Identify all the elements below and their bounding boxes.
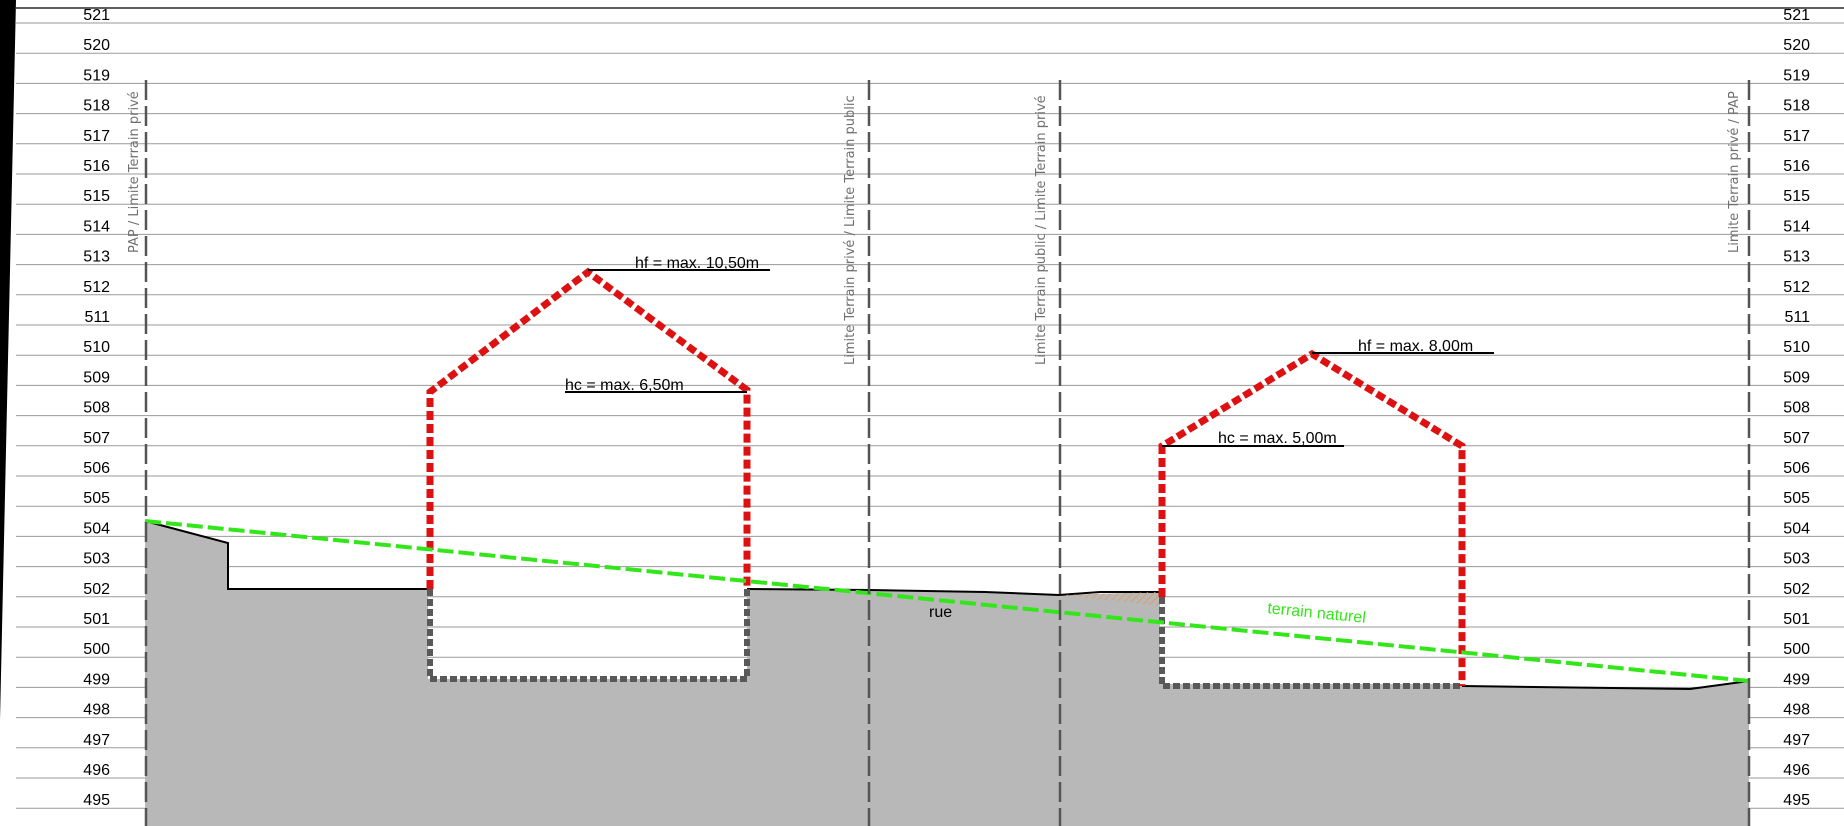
natural-terrain-label: terrain naturel <box>1267 600 1367 627</box>
elevation-label-right: 509 <box>1783 369 1810 386</box>
elevation-label-left: 518 <box>83 98 110 115</box>
elevation-label-right: 512 <box>1783 279 1810 296</box>
hf-label-a: hf = max. 10,50m <box>635 255 759 272</box>
elevation-label-left: 505 <box>83 490 110 507</box>
elevation-label-left: 507 <box>83 430 110 447</box>
elevation-label-right: 496 <box>1783 762 1810 779</box>
basement-outline-a <box>427 589 750 682</box>
elevation-label-right: 504 <box>1783 520 1810 537</box>
hc-label-a: hc = max. 6,50m <box>565 377 684 394</box>
elevation-label-left: 504 <box>83 520 110 537</box>
elevation-label-right: 499 <box>1783 671 1810 688</box>
elevation-label-right: 514 <box>1783 218 1810 235</box>
elevation-label-left: 506 <box>83 460 110 477</box>
limit-label-center-left: Limite Terrain privé / Limite Terrain pu… <box>843 95 858 365</box>
elevation-label-right: 505 <box>1783 490 1810 507</box>
elevation-label-left: 521 <box>83 7 110 24</box>
elevation-label-left: 520 <box>83 37 110 54</box>
elevation-label-left: 503 <box>83 551 110 568</box>
elevation-label-right: 510 <box>1783 339 1810 356</box>
elevation-label-left: 516 <box>83 158 110 175</box>
elevation-label-right: 503 <box>1783 551 1810 568</box>
elevation-label-right: 511 <box>1784 309 1810 326</box>
elevation-label-right: 507 <box>1783 430 1810 447</box>
elevation-label-left: 515 <box>83 188 110 205</box>
elevation-label-right: 520 <box>1783 37 1810 54</box>
existing-ground-line <box>144 520 428 590</box>
natural-terrain-line <box>144 519 1750 683</box>
elevation-label-right: 498 <box>1783 702 1810 719</box>
elevation-label-right: 495 <box>1783 792 1810 809</box>
elevation-label-right: 500 <box>1783 641 1810 658</box>
elevation-label-left: 508 <box>83 400 110 417</box>
elevation-label-left: 496 <box>83 762 110 779</box>
elevation-label-right: 497 <box>1783 732 1810 749</box>
elevation-label-left: 499 <box>83 671 110 688</box>
elevation-label-right: 518 <box>1783 98 1810 115</box>
limit-label-right: Limite Terrain privé / PAP <box>1727 91 1742 253</box>
elevation-label-right: 515 <box>1783 188 1810 205</box>
elevation-label-right: 517 <box>1783 128 1810 145</box>
elevation-scale-right: 521 520 519 518 517 516 515 514 513 512 511 510 509 5… <box>1783 7 1810 809</box>
elevation-label-right: 513 <box>1783 249 1810 266</box>
elevation-label-left: 512 <box>83 279 110 296</box>
existing-ground-line <box>1461 680 1750 691</box>
hc-label-b: hc = max. 5,00m <box>1218 430 1337 447</box>
elevation-label-right: 521 <box>1783 7 1810 24</box>
elevation-label-right: 501 <box>1783 611 1810 628</box>
elevation-label-left: 509 <box>83 369 110 386</box>
elevation-label-right: 516 <box>1783 158 1810 175</box>
ground-fill <box>145 521 1749 826</box>
elevation-scale-left: 521 520 519 518 517 516 515 514 513 512 511 510 509 5… <box>83 7 110 809</box>
building-envelope-a <box>426 267 751 589</box>
elevation-label-left: 497 <box>83 732 110 749</box>
road-label: rue <box>929 604 952 621</box>
limit-label-left: PAP / Limite Terrain privé <box>127 91 142 253</box>
elevation-label-right: 502 <box>1783 581 1810 598</box>
limit-label-center-right: Limite Terrain public / Limite Terrain p… <box>1034 95 1049 365</box>
elevation-label-left: 510 <box>83 339 110 356</box>
elevation-label-left: 514 <box>83 218 110 235</box>
elevation-label-left: 500 <box>83 641 110 658</box>
elevation-label-left: 495 <box>83 792 110 809</box>
elevation-label-left: 498 <box>83 702 110 719</box>
hf-label-b: hf = max. 8,00m <box>1358 338 1473 355</box>
elevation-label-left: 517 <box>83 128 110 145</box>
elevation-label-right: 519 <box>1783 67 1810 84</box>
left-border-strip <box>0 0 16 720</box>
elevation-label-right: 506 <box>1783 460 1810 477</box>
elevation-label-left: 501 <box>83 611 110 628</box>
elevation-label-left: 513 <box>83 249 110 266</box>
fill-hatch-area <box>1059 592 1160 606</box>
elevation-label-left: 502 <box>83 581 110 598</box>
elevation-label-left: 511 <box>84 309 110 326</box>
elevation-label-right: 508 <box>1783 400 1810 417</box>
building-envelope-b <box>1158 349 1466 686</box>
elevation-label-left: 519 <box>83 67 110 84</box>
